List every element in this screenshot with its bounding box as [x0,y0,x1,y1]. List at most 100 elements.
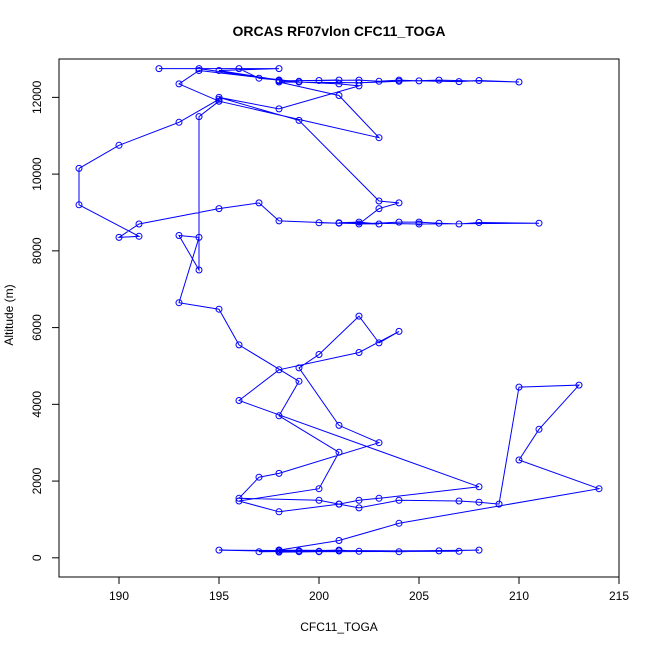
data-point [395,77,403,85]
series-line [78,68,601,553]
data-point [355,218,363,226]
data-point [355,504,363,512]
x-tick-label: 205 [409,589,429,603]
data-point [175,232,183,239]
data-point [175,118,183,126]
data-point [135,220,143,228]
data-point [475,546,483,554]
data-point [355,547,363,555]
data-point [215,93,223,101]
data-point [335,500,343,508]
data-point [475,483,483,491]
data-point [175,299,183,307]
data-point [235,341,243,349]
data-point [535,219,543,227]
plot-frame [58,58,620,578]
data-point [215,67,223,74]
data-point [355,220,363,228]
data-point [195,65,203,73]
data-point [395,218,403,226]
data-point [275,105,283,113]
data-point [335,80,343,88]
data-point [335,547,343,555]
series-points [75,65,603,556]
data-point [395,548,403,556]
data-point [355,82,363,90]
y-tick-label: 2000 [30,467,44,494]
x-tick-label: 210 [509,589,529,603]
data-point [435,547,443,555]
data-point [315,548,323,556]
y-tick-label: 8000 [30,237,44,264]
data-point [235,65,243,73]
data-point [135,232,143,240]
data-point [355,79,363,87]
data-point [275,412,283,420]
data-point [75,201,83,209]
data-point [275,508,283,516]
data-point [215,95,223,103]
data-point [475,77,483,84]
data-point [395,496,403,504]
data-point [375,205,383,213]
data-point [375,439,383,447]
data-point [275,469,283,477]
data-point [355,496,363,504]
x-axis-label: CFC11_TOGA [300,620,378,634]
series-lines [78,68,601,553]
data-point [275,366,283,374]
data-point [195,67,203,74]
data-point [75,164,83,172]
data-point [455,497,463,505]
x-tick-label: 195 [209,589,229,603]
data-point [455,547,463,555]
x-tick-label: 215 [609,589,629,603]
data-point [375,77,383,85]
data-point [435,219,443,227]
data-point [355,312,363,320]
data-point [335,76,343,84]
data-point [435,76,443,84]
data-point [215,97,223,105]
chart-title: ORCAS RF07vlon CFC11_TOGA [233,23,446,39]
data-point [515,456,523,464]
data-point [275,546,283,554]
data-point [235,497,243,505]
data-point [195,266,203,274]
data-point [315,351,323,358]
data-point [575,381,583,389]
data-point [255,74,263,82]
data-point [335,537,343,544]
data-point [315,219,323,227]
data-point [415,77,423,85]
data-point [215,305,223,313]
data-point [515,78,523,86]
data-point [335,448,343,456]
data-point [375,134,383,142]
data-point [515,383,523,391]
data-point [215,546,223,554]
data-point [475,219,483,226]
data-point [315,77,323,84]
data-point [375,220,383,228]
y-tick-label: 6000 [30,314,44,341]
data-point [415,218,423,226]
y-tick-label: 4000 [30,391,44,418]
data-point [395,327,403,335]
data-point [535,425,543,433]
data-point [295,364,303,372]
data-point [475,498,483,506]
data-point [295,548,303,556]
data-point [415,220,423,228]
data-point [295,116,303,124]
data-point [195,233,203,241]
data-point [115,141,123,149]
data-point [495,500,503,508]
data-point [275,78,283,86]
data-point [155,65,163,73]
x-axis: 190 195 200 205 210 215 [109,577,629,603]
data-point [375,339,383,347]
data-point [295,377,303,385]
